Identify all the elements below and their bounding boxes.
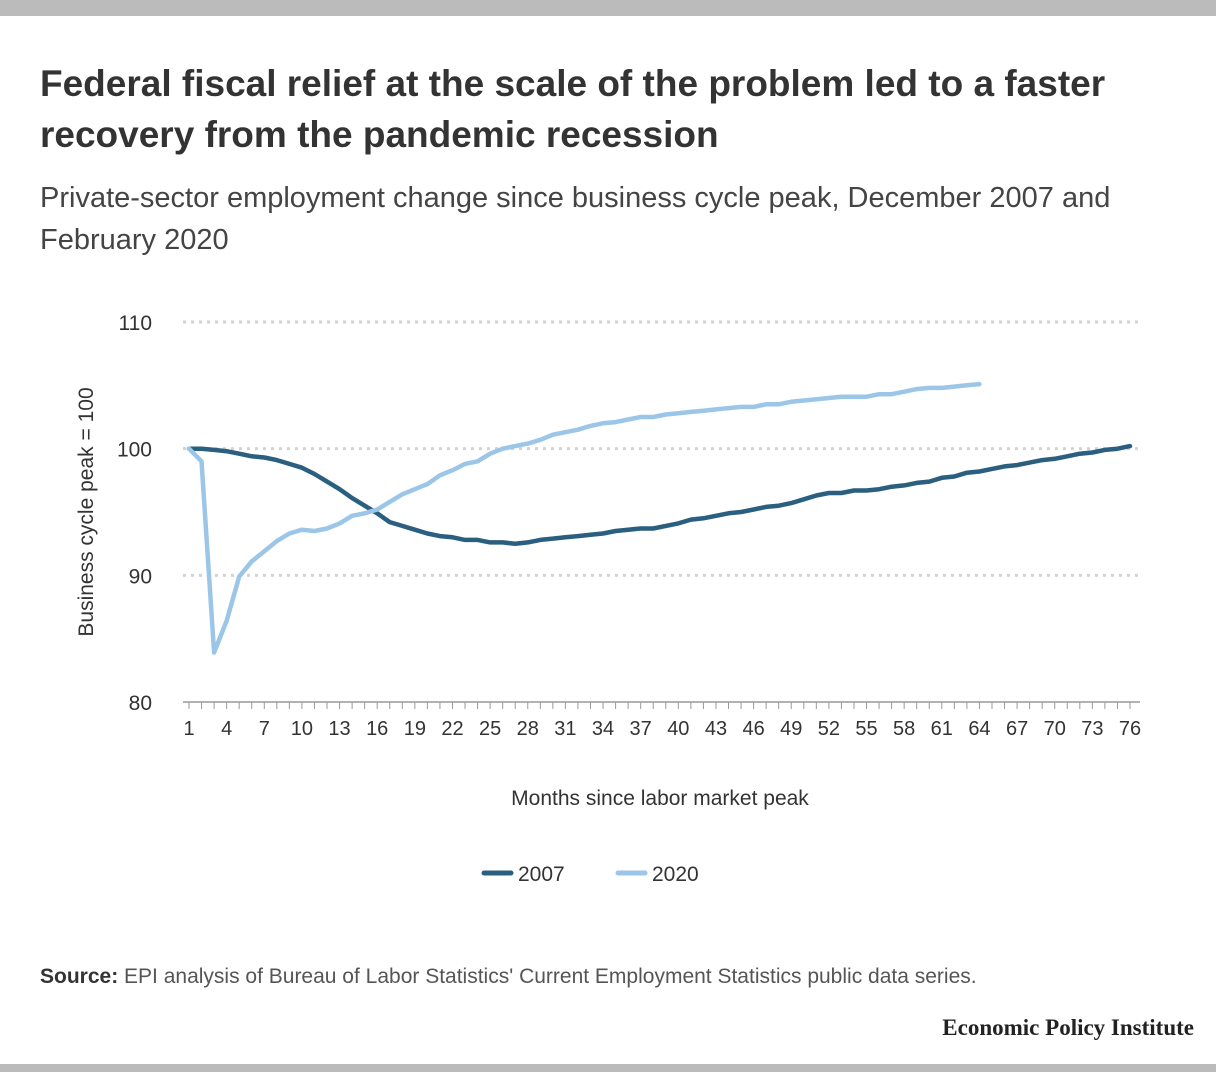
y-axis-title: Business cycle peak = 100 — [75, 387, 98, 636]
line-chart: 80 90 100 110 1 4 7 10 13 16 19 22 25 28 31 34 37 40 43 46 4… — [75, 312, 1141, 886]
x-tick-label: 73 — [1081, 718, 1103, 740]
x-tick-label: 49 — [780, 718, 802, 740]
x-tick-label: 46 — [742, 718, 764, 740]
x-tick-label: 1 — [183, 718, 194, 740]
x-tick-label: 7 — [259, 718, 270, 740]
x-tick-label: 31 — [554, 718, 576, 740]
source-label: Source: — [40, 965, 119, 988]
x-tick-label: 37 — [630, 718, 652, 740]
series-line-2007 — [186, 443, 1133, 546]
x-tick-label: 67 — [1006, 718, 1028, 740]
brand-logo-text: Economic Policy Institute — [942, 1015, 1194, 1040]
x-axis-title: Months since labor market peak — [511, 787, 809, 810]
x-tick-label: 19 — [404, 718, 426, 740]
x-tick-label: 16 — [366, 718, 388, 740]
series-line-2020 — [186, 381, 982, 655]
source-note: Source: EPI analysis of Bureau of Labor … — [40, 965, 977, 989]
chart-subtitle: Private-sector employment change since b… — [40, 182, 1111, 256]
x-tick-label: 55 — [855, 718, 877, 740]
x-tick-label: 76 — [1119, 718, 1141, 740]
bottom-border-bar — [0, 1064, 1216, 1072]
y-tick-label: 110 — [119, 312, 152, 335]
x-tick-label: 22 — [441, 718, 463, 740]
top-border-bar — [0, 0, 1216, 16]
x-tick-label: 13 — [328, 718, 350, 740]
y-tick-label: 80 — [129, 692, 152, 715]
chart-title: Federal fiscal relief at the scale of th… — [40, 63, 1106, 155]
x-tick-label: 58 — [893, 718, 915, 740]
x-tick-label: 10 — [291, 718, 313, 740]
legend-label-2020: 2020 — [652, 863, 699, 886]
x-tick-label: 70 — [1044, 718, 1066, 740]
x-tick-label: 61 — [931, 718, 953, 740]
y-tick-label: 100 — [117, 439, 152, 462]
y-tick-label: 90 — [129, 565, 152, 588]
x-tick-label: 64 — [968, 718, 990, 740]
x-tick-label: 52 — [818, 718, 840, 740]
x-tick-label: 34 — [592, 718, 614, 740]
x-tick-label: 40 — [667, 718, 689, 740]
x-tick-label: 4 — [221, 718, 232, 740]
x-tick-label: 25 — [479, 718, 501, 740]
legend-label-2007: 2007 — [518, 863, 565, 886]
x-tick-label: 43 — [705, 718, 727, 740]
x-tick-label: 28 — [517, 718, 539, 740]
source-text: EPI analysis of Bureau of Labor Statisti… — [118, 965, 977, 988]
